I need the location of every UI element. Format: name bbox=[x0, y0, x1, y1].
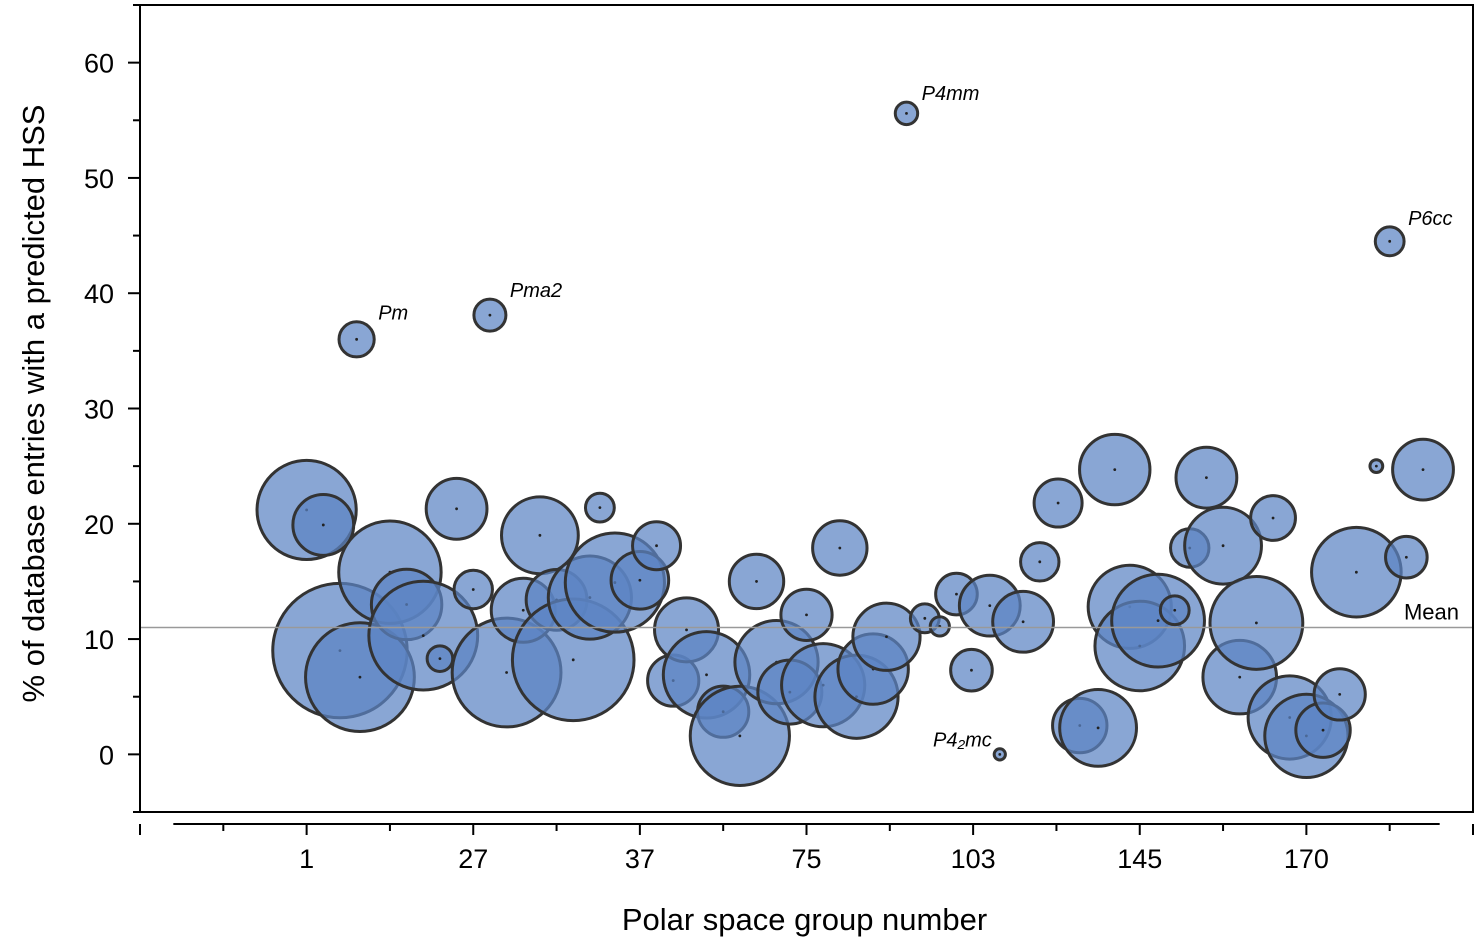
bubble-center-dot bbox=[705, 673, 708, 677]
bubble-center-dot bbox=[1173, 608, 1177, 612]
point-annotation: P4₂mc bbox=[933, 729, 992, 751]
bubble-center-dot bbox=[905, 111, 908, 115]
y-tick-label: 60 bbox=[84, 49, 114, 79]
y-tick-label: 20 bbox=[84, 510, 114, 540]
bubble-center-dot bbox=[805, 613, 808, 617]
bubble-center-dot bbox=[1096, 726, 1100, 730]
annotations-group: Pm Pma2 P4mm P4₂mc P6cc bbox=[378, 83, 1452, 751]
bubble-center-dot bbox=[1374, 464, 1378, 468]
bubble-center-dot bbox=[1221, 544, 1225, 548]
bubble-center-dot bbox=[998, 752, 1002, 756]
y-tick-label: 30 bbox=[84, 395, 114, 425]
bubble-center-dot bbox=[838, 546, 842, 550]
point-annotation: P4mm bbox=[922, 83, 980, 105]
bubble-center-dot bbox=[1404, 555, 1408, 559]
bubble-center-dot bbox=[655, 544, 658, 548]
point-annotation: P6cc bbox=[1408, 208, 1452, 230]
bubble-center-dot bbox=[1038, 560, 1042, 564]
bubble-center-dot bbox=[923, 616, 927, 620]
bubble-center-dot bbox=[505, 671, 508, 674]
bubble-center-dot bbox=[521, 608, 525, 612]
bubble-center-dot bbox=[1354, 570, 1358, 574]
bubble-center-dot bbox=[1205, 476, 1208, 480]
bubble-center-dot bbox=[571, 658, 575, 662]
y-tick-label: 0 bbox=[99, 740, 114, 770]
bubble-center-dot bbox=[1338, 693, 1342, 696]
x-axis-title: Polar space group number bbox=[622, 902, 987, 937]
x-tick-label: 75 bbox=[791, 844, 821, 874]
x-tick-label: 27 bbox=[458, 844, 488, 874]
x-tick-label: 1 bbox=[299, 844, 314, 874]
bubble-center-dot bbox=[885, 635, 888, 639]
bubble-center-dot bbox=[355, 337, 359, 341]
bubble-center-dot bbox=[988, 604, 992, 608]
bubble-center-dot bbox=[1021, 620, 1025, 624]
bubble-center-dot bbox=[1156, 619, 1160, 623]
x-tick-label: 170 bbox=[1284, 844, 1329, 874]
bubble-center-dot bbox=[1238, 675, 1242, 679]
bubble-center-dot bbox=[471, 588, 475, 591]
y-axis: 0 10 20 30 40 50 60 bbox=[84, 4, 140, 813]
bubble-center-dot bbox=[1254, 621, 1258, 625]
bubble-center-dot bbox=[1056, 501, 1060, 505]
bubble-center-dot bbox=[321, 523, 325, 527]
x-axis: 1 27 37 75 103 145 170 bbox=[139, 823, 1474, 874]
bubble-center-dot bbox=[421, 634, 425, 638]
mean-label: Mean bbox=[1404, 600, 1459, 625]
bubble-center-dot bbox=[1388, 239, 1392, 243]
bubble-center-dot bbox=[438, 657, 442, 661]
bubble-center-dot bbox=[685, 628, 688, 632]
y-tick-label: 40 bbox=[84, 279, 114, 309]
x-tick-label: 103 bbox=[951, 844, 996, 874]
bubble-center-dot bbox=[970, 668, 973, 672]
bubble-center-dot bbox=[358, 675, 362, 679]
bubble-center-dot bbox=[955, 592, 958, 596]
bubble-center-dot bbox=[455, 507, 458, 511]
bubble-center-dot bbox=[755, 580, 758, 583]
y-axis-title: % of database entries with a predicted H… bbox=[16, 105, 51, 703]
y-tick-label: 10 bbox=[84, 625, 114, 655]
x-tick-label: 37 bbox=[625, 844, 655, 874]
y-tick-label: 50 bbox=[84, 164, 114, 194]
x-tick-label: 145 bbox=[1117, 844, 1162, 874]
bubble-center-dot bbox=[598, 506, 602, 510]
bubble-center-dot bbox=[1113, 468, 1117, 472]
bubble-center-dot bbox=[738, 734, 742, 738]
point-annotation: Pm bbox=[378, 303, 408, 325]
bubble-center-dot bbox=[1421, 468, 1425, 472]
bubble-center-dot bbox=[638, 578, 642, 582]
bubbles-group bbox=[255, 100, 1455, 788]
point-annotation: Pma2 bbox=[510, 280, 562, 302]
bubble-center-dot bbox=[488, 313, 492, 317]
bubble-center-dot bbox=[1271, 516, 1275, 520]
bubble-center-dot bbox=[1321, 728, 1325, 732]
bubble-center-dot bbox=[538, 533, 542, 537]
